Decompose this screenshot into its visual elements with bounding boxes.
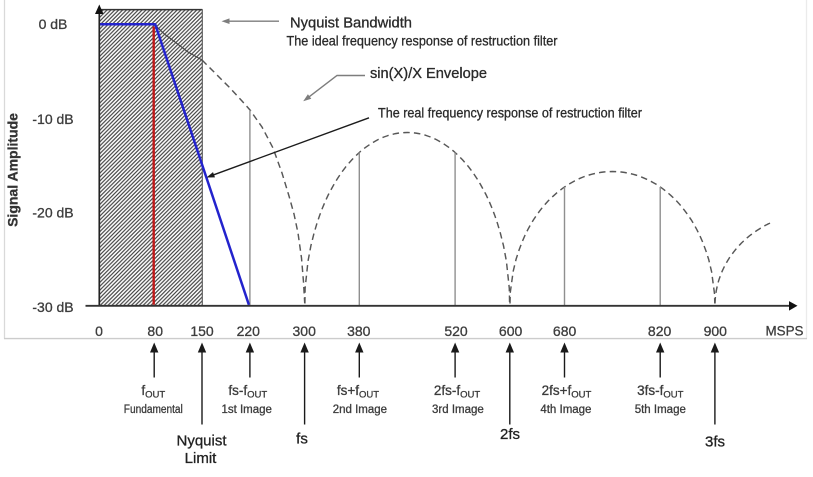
svg-text:5th Image: 5th Image [635,404,686,416]
svg-text:-30 dB: -30 dB [32,299,73,315]
svg-text:150: 150 [190,323,214,339]
svg-text:820: 820 [648,323,672,339]
svg-text:2nd Image: 2nd Image [333,404,387,416]
svg-text:1st Image: 1st Image [221,404,272,416]
svg-text:80: 80 [147,323,163,339]
svg-text:The ideal frequency response o: The ideal frequency response of restruct… [287,33,558,49]
svg-text:300: 300 [293,323,317,339]
svg-text:3rd Image: 3rd Image [432,404,484,416]
svg-text:Signal Amplitude: Signal Amplitude [5,113,21,227]
svg-text:3fs: 3fs [705,434,725,451]
svg-text:680: 680 [553,323,577,339]
svg-text:MSPS: MSPS [766,323,804,339]
svg-text:sin(X)/X Envelope: sin(X)/X Envelope [370,66,487,82]
svg-text:900: 900 [704,323,728,339]
svg-text:Fundamental: Fundamental [124,404,183,416]
svg-text:Nyquist: Nyquist [176,433,227,450]
svg-text:The real frequency response of: The real frequency response of restructi… [378,105,642,121]
svg-text:4th Image: 4th Image [540,404,591,416]
svg-text:0 dB: 0 dB [39,16,68,32]
svg-text:220: 220 [237,323,261,339]
svg-text:0: 0 [95,323,103,339]
svg-text:2fs: 2fs [500,426,520,443]
svg-text:fs: fs [296,431,308,448]
svg-text:520: 520 [444,323,468,339]
svg-text:380: 380 [347,323,371,339]
svg-text:-10 dB: -10 dB [32,111,73,127]
svg-text:-20 dB: -20 dB [32,205,73,221]
svg-text:600: 600 [499,323,523,339]
svg-text:Nyquist Bandwidth: Nyquist Bandwidth [290,16,412,32]
svg-text:Limit: Limit [185,450,218,467]
